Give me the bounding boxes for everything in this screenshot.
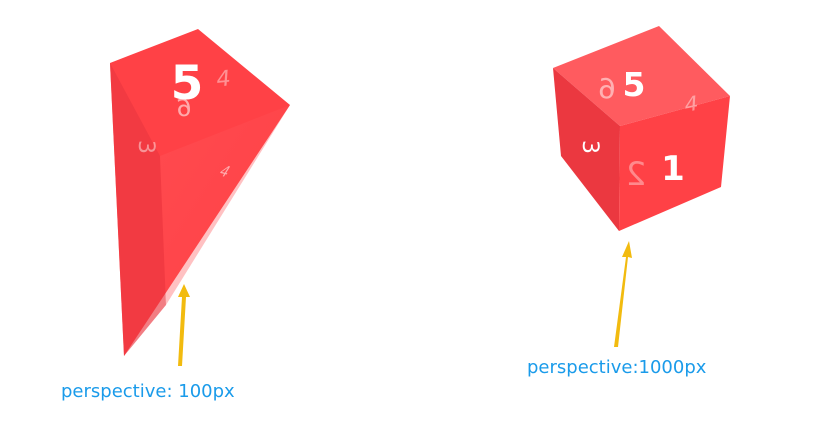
right-die-left-number: 3	[577, 140, 602, 154]
left-arrow	[178, 284, 190, 366]
right-die-top-face	[553, 26, 730, 126]
right-die: 5 6 1 2 3 4	[553, 26, 730, 231]
right-arrow	[614, 241, 632, 347]
right-die-front-face	[619, 96, 730, 231]
left-die-mirrored-number: 6	[174, 93, 193, 123]
right-die-top-number: 5	[623, 65, 646, 104]
left-perspective-label: perspective: 100px	[61, 381, 235, 402]
right-die-right-number: 4	[684, 91, 699, 118]
left-arrow-shape	[178, 284, 190, 366]
left-die-top-number: 5	[171, 56, 204, 111]
left-die-side-face	[110, 63, 166, 356]
left-die-side-number-b: 3	[133, 140, 158, 154]
right-perspective-label: perspective:1000px	[527, 357, 707, 378]
left-die-side-number-a: 4	[215, 66, 231, 93]
right-die-left-face	[553, 68, 620, 231]
right-die-front-number: 1	[661, 149, 685, 189]
left-die: 5 6 4 3 4	[110, 29, 290, 356]
right-arrow-shape	[614, 241, 632, 347]
left-die-lower-face	[160, 105, 290, 305]
right-die-mirrored-top-number: 6	[598, 72, 616, 105]
right-die-mirrored-front-number: 2	[626, 155, 646, 193]
